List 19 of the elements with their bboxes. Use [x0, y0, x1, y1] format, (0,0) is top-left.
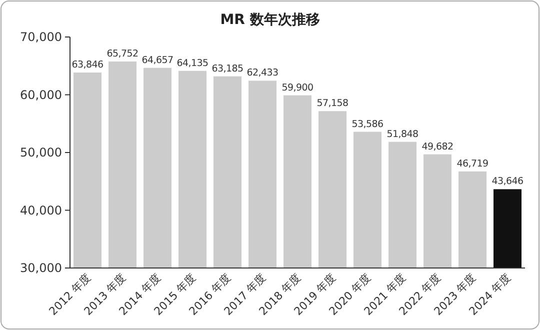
data-label: 43,646	[492, 176, 524, 188]
y-tick-label: 30,000	[20, 261, 62, 275]
data-label: 62,433	[246, 68, 278, 79]
data-label: 59,900	[282, 82, 314, 94]
data-label: 53,586	[352, 118, 384, 130]
data-label: 46,719	[456, 158, 488, 170]
data-label: 51,848	[386, 128, 418, 140]
y-tick-label: 70,000	[20, 30, 62, 44]
data-label: 63,846	[72, 60, 104, 71]
data-label: 64,135	[176, 58, 208, 69]
data-label: 64,657	[142, 54, 174, 66]
y-tick-label: 50,000	[20, 146, 62, 160]
y-tick-label: 60,000	[20, 88, 62, 102]
data-label: 65,752	[106, 48, 138, 60]
data-label: 49,682	[422, 141, 454, 152]
y-tick-label: 40,000	[20, 203, 62, 218]
data-label: 57,158	[316, 98, 348, 110]
data-label: 63,185	[212, 63, 244, 74]
chart-title: MR 数年次推移	[220, 12, 320, 28]
